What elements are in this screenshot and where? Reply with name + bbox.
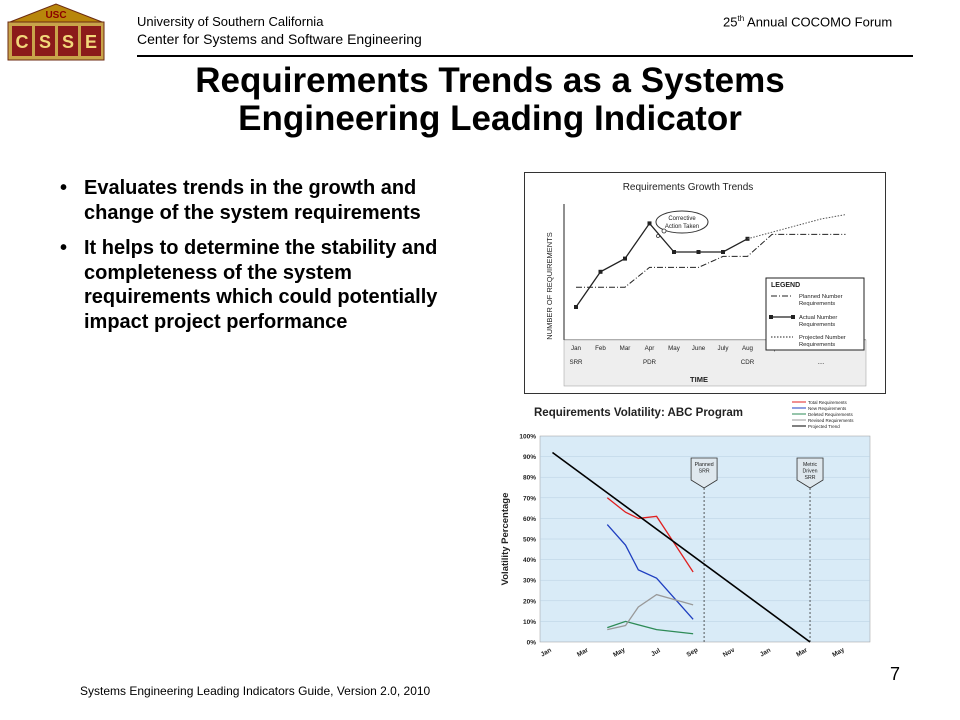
legend-label: Projected Number xyxy=(799,335,846,341)
title-line-1: Requirements Trends as a Systems xyxy=(195,61,785,100)
series-line xyxy=(607,593,694,631)
x-tick-label: Aug xyxy=(742,345,754,352)
legend-label: Planned Number xyxy=(799,294,843,300)
requirements-growth-chart: Requirements Growth Trends NUMBER OF REQ… xyxy=(524,172,886,394)
legend-label: Deleted Requirements xyxy=(808,412,854,417)
y-tick-label: 70% xyxy=(523,495,536,502)
milestone-label: Metric xyxy=(803,462,818,468)
chart-title: Requirements Growth Trends xyxy=(623,182,754,193)
milestone-badge xyxy=(796,457,824,489)
legend-label: Requirements xyxy=(799,342,835,348)
csse-logo: USC C S S E xyxy=(7,3,105,61)
logo-letter: S xyxy=(39,32,51,52)
legend-label: Actual Number xyxy=(799,315,837,321)
series-line xyxy=(747,214,846,240)
milestone-label: Driven xyxy=(803,469,818,475)
data-point xyxy=(574,305,578,309)
legend-title: LEGEND xyxy=(771,282,800,289)
forum-name: 25th Annual COCOMO Forum xyxy=(723,14,892,29)
y-tick-label: 90% xyxy=(523,454,536,461)
milestone-label: SRR xyxy=(569,359,583,366)
series-line xyxy=(575,222,748,308)
university-name: University of Southern California xyxy=(137,14,324,29)
x-tick-label: Mar xyxy=(620,345,631,352)
legend-label: Projected Trend xyxy=(808,424,840,429)
logo-usc: USC xyxy=(45,10,66,21)
forum-number: 25 xyxy=(723,14,738,30)
milestone-label: CDR xyxy=(741,359,755,366)
logo-letter: E xyxy=(85,32,97,52)
data-point xyxy=(721,250,725,254)
forum-ordinal: th xyxy=(737,14,745,23)
data-point xyxy=(647,221,652,226)
legend: LEGEND Planned Number Requirements Actua… xyxy=(765,277,865,351)
x-tick-label: Jan xyxy=(571,345,582,352)
bullet-text: It helps to determine the stability and … xyxy=(84,237,438,333)
forum-title: Annual COCOMO Forum xyxy=(744,14,893,30)
logo-letter: C xyxy=(16,32,29,52)
center-name: Center for Systems and Software Engineer… xyxy=(137,31,422,47)
logo-letter: S xyxy=(62,32,74,52)
series-line xyxy=(606,497,694,573)
x-tick-label: Feb xyxy=(595,345,606,352)
x-tick-label: July xyxy=(717,345,729,352)
footer-source: Systems Engineering Leading Indicators G… xyxy=(80,684,431,698)
series-line xyxy=(607,620,694,635)
y-tick-label: 0% xyxy=(527,640,537,647)
legend-label: Requirements xyxy=(799,301,835,307)
data-point xyxy=(598,269,603,274)
x-tick-label: Jan xyxy=(759,647,772,659)
y-axis-label: NUMBER OF REQUIREMENTS xyxy=(545,232,554,340)
header-divider xyxy=(137,55,913,57)
milestone-label: SRR xyxy=(805,475,816,481)
page-number: 7 xyxy=(890,664,901,684)
callout-line-1: Corrective xyxy=(668,216,696,222)
bullet-item: • It helps to determine the stability and… xyxy=(60,236,480,334)
milestone-badge xyxy=(690,457,718,489)
x-tick-label: May xyxy=(668,345,681,352)
series-line xyxy=(576,233,846,288)
legend-label: Total Requirements xyxy=(808,400,848,405)
bullet-text: Evaluates trends in the growth and chang… xyxy=(84,177,421,224)
data-point xyxy=(696,250,701,254)
title-line-2: Engineering Leading Indicator xyxy=(238,99,742,138)
milestone-label: Planned xyxy=(695,462,714,468)
y-tick-label: 100% xyxy=(519,434,536,441)
x-tick-label: Jan xyxy=(540,647,553,659)
legend: Total Requirements New Requirements Dele… xyxy=(792,400,854,429)
legend-label: Revised Requirements xyxy=(808,418,854,423)
y-tick-label: 10% xyxy=(523,619,536,626)
y-axis-label: Volatility Percentage xyxy=(500,493,511,586)
bullet-item: • Evaluates trends in the growth and chan… xyxy=(60,176,480,225)
requirements-volatility-chart: Requirements Volatility: ABC Program Tot… xyxy=(494,400,880,676)
y-tick-label: 50% xyxy=(523,537,536,544)
legend-label: Requirements xyxy=(799,322,835,328)
milestone-label: SRR xyxy=(699,469,710,475)
bullet-list: • Evaluates trends in the growth and chan… xyxy=(60,176,480,345)
bullet-dot-icon: • xyxy=(60,237,68,259)
milestone-label: PDR xyxy=(643,359,657,366)
milestone-label: .... xyxy=(818,359,825,366)
y-tick-label: 40% xyxy=(523,557,536,564)
bullet-dot-icon: • xyxy=(60,177,68,199)
slide-title: Requirements Trends as a Systems Enginee… xyxy=(60,62,920,138)
x-tick-label: Apr xyxy=(645,345,655,352)
x-tick-label: Jul xyxy=(650,647,662,658)
x-tick-label: June xyxy=(692,345,706,352)
series-line xyxy=(552,451,811,643)
y-tick-label: 80% xyxy=(523,475,536,482)
y-tick-label: 60% xyxy=(523,516,536,523)
y-tick-label: 30% xyxy=(523,578,536,585)
series-line xyxy=(606,524,694,620)
legend-label: New Requirements xyxy=(808,406,847,411)
data-point xyxy=(672,250,676,254)
data-point xyxy=(623,256,627,261)
x-axis-label: TIME xyxy=(690,375,708,384)
y-tick-label: 20% xyxy=(523,598,536,605)
corrective-action-callout: Corrective Action Taken xyxy=(655,210,709,238)
chart-title: Requirements Volatility: ABC Program xyxy=(534,407,743,419)
callout-line-2: Action Taken xyxy=(665,224,699,230)
